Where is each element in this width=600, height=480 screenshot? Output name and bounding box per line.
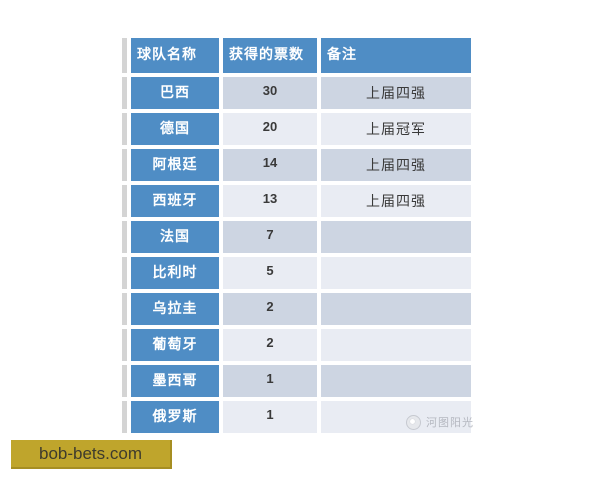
note-cell [321,365,471,397]
team-name-cell: 西班牙 [131,185,219,217]
votes-cell: 1 [223,401,317,433]
note-cell: 上届四强 [321,77,471,109]
watermark: 河图阳光 [406,414,474,430]
votes-cell: 2 [223,329,317,361]
watermark-text: 河图阳光 [426,417,474,429]
table-edge-sliver [122,185,127,217]
site-banner-text: bob-bets.com [39,443,142,463]
table-edge-sliver [122,401,127,433]
table-edge-sliver [122,77,127,109]
note-cell [321,221,471,253]
team-name-cell: 墨西哥 [131,365,219,397]
table-edge-sliver [122,113,127,145]
votes-cell: 13 [223,185,317,217]
note-cell: 上届四强 [321,185,471,217]
note-cell [321,257,471,289]
votes-cell: 2 [223,293,317,325]
votes-cell: 5 [223,257,317,289]
note-cell [321,293,471,325]
note-cell: 上届冠军 [321,113,471,145]
votes-cell: 20 [223,113,317,145]
team-name-cell: 俄罗斯 [131,401,219,433]
table-edge-sliver [122,38,127,73]
column-header-note: 备注 [321,38,471,73]
team-name-cell: 阿根廷 [131,149,219,181]
team-name-cell: 法国 [131,221,219,253]
table-edge-sliver [122,149,127,181]
site-banner: bob-bets.com [11,440,172,469]
table-edge-sliver [122,257,127,289]
votes-cell: 1 [223,365,317,397]
team-name-cell: 巴西 [131,77,219,109]
table-edge-sliver [122,329,127,361]
column-header-team: 球队名称 [131,38,219,73]
votes-cell: 30 [223,77,317,109]
votes-cell: 14 [223,149,317,181]
column-header-votes: 获得的票数 [223,38,317,73]
team-name-cell: 乌拉圭 [131,293,219,325]
note-cell: 上届四强 [321,149,471,181]
team-name-cell: 德国 [131,113,219,145]
logo-circle-icon [406,414,421,430]
note-cell [321,329,471,361]
note-cell [321,401,471,433]
table-edge-sliver [122,365,127,397]
votes-cell: 7 [223,221,317,253]
table-edge-sliver [122,221,127,253]
team-name-cell: 葡萄牙 [131,329,219,361]
table-edge-sliver [122,293,127,325]
team-name-cell: 比利时 [131,257,219,289]
votes-table: 球队名称 获得的票数 备注 巴西 30 上届四强 德国 20 上届冠军 阿根廷 … [122,38,471,433]
